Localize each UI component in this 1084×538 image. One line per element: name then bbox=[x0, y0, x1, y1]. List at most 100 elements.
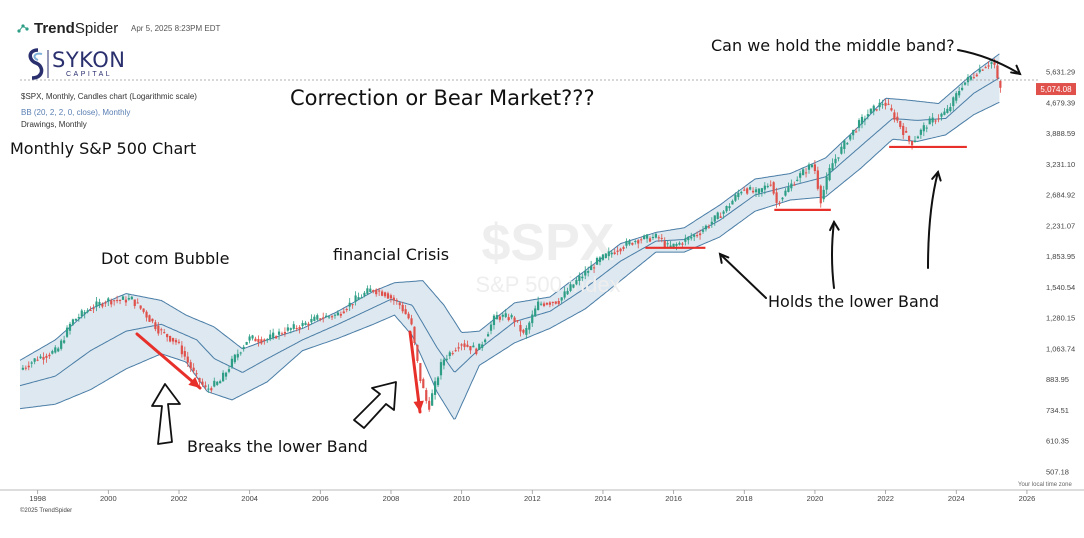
chart-timestamp: Apr 5, 2025 8:23PM EDT bbox=[131, 24, 221, 33]
candle bbox=[537, 296, 540, 311]
candle bbox=[189, 359, 192, 372]
candle-body bbox=[539, 303, 543, 305]
candle-body bbox=[127, 298, 130, 300]
candle-body bbox=[342, 311, 345, 314]
candle bbox=[127, 293, 130, 301]
candle-body bbox=[336, 312, 340, 316]
candle bbox=[881, 99, 884, 109]
candle-body bbox=[648, 238, 652, 242]
candle-body bbox=[604, 253, 607, 258]
y-tick-label: 2,231.07 bbox=[1046, 221, 1075, 230]
indicator-label[interactable]: BB (20, 2, 2, 0, close), Monthly bbox=[21, 108, 131, 117]
candle-body bbox=[863, 118, 867, 121]
candle bbox=[713, 215, 716, 226]
candle bbox=[519, 320, 522, 337]
candle-body bbox=[436, 377, 440, 386]
x-tick-label: 2018 bbox=[736, 494, 753, 503]
candle bbox=[313, 314, 316, 322]
candle-body bbox=[905, 130, 908, 133]
outline-arrow-up-crisis bbox=[353, 381, 397, 429]
candle-body bbox=[189, 362, 192, 369]
candle-body bbox=[969, 76, 973, 80]
candle-body bbox=[902, 125, 905, 136]
candle bbox=[722, 210, 725, 219]
candle-body bbox=[233, 354, 236, 363]
candle bbox=[86, 308, 89, 314]
candle bbox=[928, 116, 931, 125]
candle bbox=[819, 184, 822, 208]
candle bbox=[584, 266, 587, 280]
candle bbox=[68, 321, 72, 335]
upper-band-line bbox=[19, 53, 1000, 361]
candle-body bbox=[557, 300, 560, 304]
candle-body bbox=[925, 127, 928, 129]
candle bbox=[728, 203, 731, 211]
candle-body bbox=[610, 252, 613, 255]
candle-body bbox=[210, 388, 213, 391]
y-tick-label: 3,231.10 bbox=[1046, 160, 1075, 169]
candle bbox=[192, 363, 195, 374]
financial-crisis-annotation: financial Crisis bbox=[333, 245, 450, 264]
candle-body bbox=[999, 80, 1002, 88]
candle bbox=[439, 358, 443, 380]
candle bbox=[866, 109, 869, 120]
candle bbox=[307, 321, 310, 331]
candle bbox=[130, 295, 133, 300]
candle-body bbox=[60, 340, 63, 349]
candle bbox=[230, 355, 234, 369]
last-price-badge bbox=[1036, 83, 1076, 96]
candle-body bbox=[981, 69, 984, 71]
candle bbox=[219, 379, 222, 384]
candle-body bbox=[654, 233, 657, 238]
candle bbox=[57, 346, 60, 353]
candle bbox=[280, 331, 284, 336]
candle bbox=[696, 231, 699, 238]
candle bbox=[113, 299, 116, 306]
candle-body bbox=[298, 327, 301, 330]
candle bbox=[174, 338, 178, 346]
candle-body bbox=[180, 345, 183, 355]
candle-body bbox=[230, 358, 234, 367]
candle-body bbox=[690, 236, 693, 239]
candle bbox=[380, 289, 384, 297]
candle-body bbox=[852, 129, 855, 136]
candle bbox=[386, 291, 390, 299]
candle bbox=[731, 199, 734, 205]
holds-band-annotation: Holds the lower Band bbox=[768, 292, 940, 311]
candle bbox=[716, 211, 719, 220]
candle bbox=[242, 344, 245, 352]
candle bbox=[336, 310, 340, 316]
candle-body bbox=[207, 388, 210, 390]
candle bbox=[254, 336, 257, 342]
candle bbox=[442, 357, 446, 370]
candle-body bbox=[528, 322, 531, 330]
candle-body bbox=[675, 243, 678, 246]
candle-body bbox=[843, 140, 846, 150]
candle-body bbox=[516, 320, 519, 322]
candle-body bbox=[330, 316, 334, 318]
red-arrow-crisis bbox=[408, 330, 424, 414]
candle bbox=[766, 183, 769, 189]
drawings-label[interactable]: Drawings, Monthly bbox=[21, 120, 87, 129]
candle bbox=[451, 350, 454, 356]
candle bbox=[554, 301, 557, 305]
candle bbox=[799, 170, 802, 183]
candle-body bbox=[563, 291, 566, 298]
candle-body bbox=[498, 316, 501, 320]
candle bbox=[581, 273, 584, 282]
candle-body bbox=[990, 62, 993, 64]
candle-body bbox=[145, 311, 148, 318]
candle-body bbox=[698, 233, 702, 236]
candle-body bbox=[433, 381, 437, 395]
candle-body bbox=[504, 313, 507, 317]
candle bbox=[463, 339, 466, 351]
candle bbox=[587, 266, 590, 277]
candle bbox=[916, 135, 920, 139]
candle-body bbox=[242, 346, 245, 350]
candle-body bbox=[831, 163, 834, 171]
candle-body bbox=[71, 319, 75, 325]
candle bbox=[693, 233, 696, 242]
candle bbox=[221, 370, 225, 382]
candle bbox=[498, 314, 501, 323]
candle bbox=[33, 358, 36, 365]
